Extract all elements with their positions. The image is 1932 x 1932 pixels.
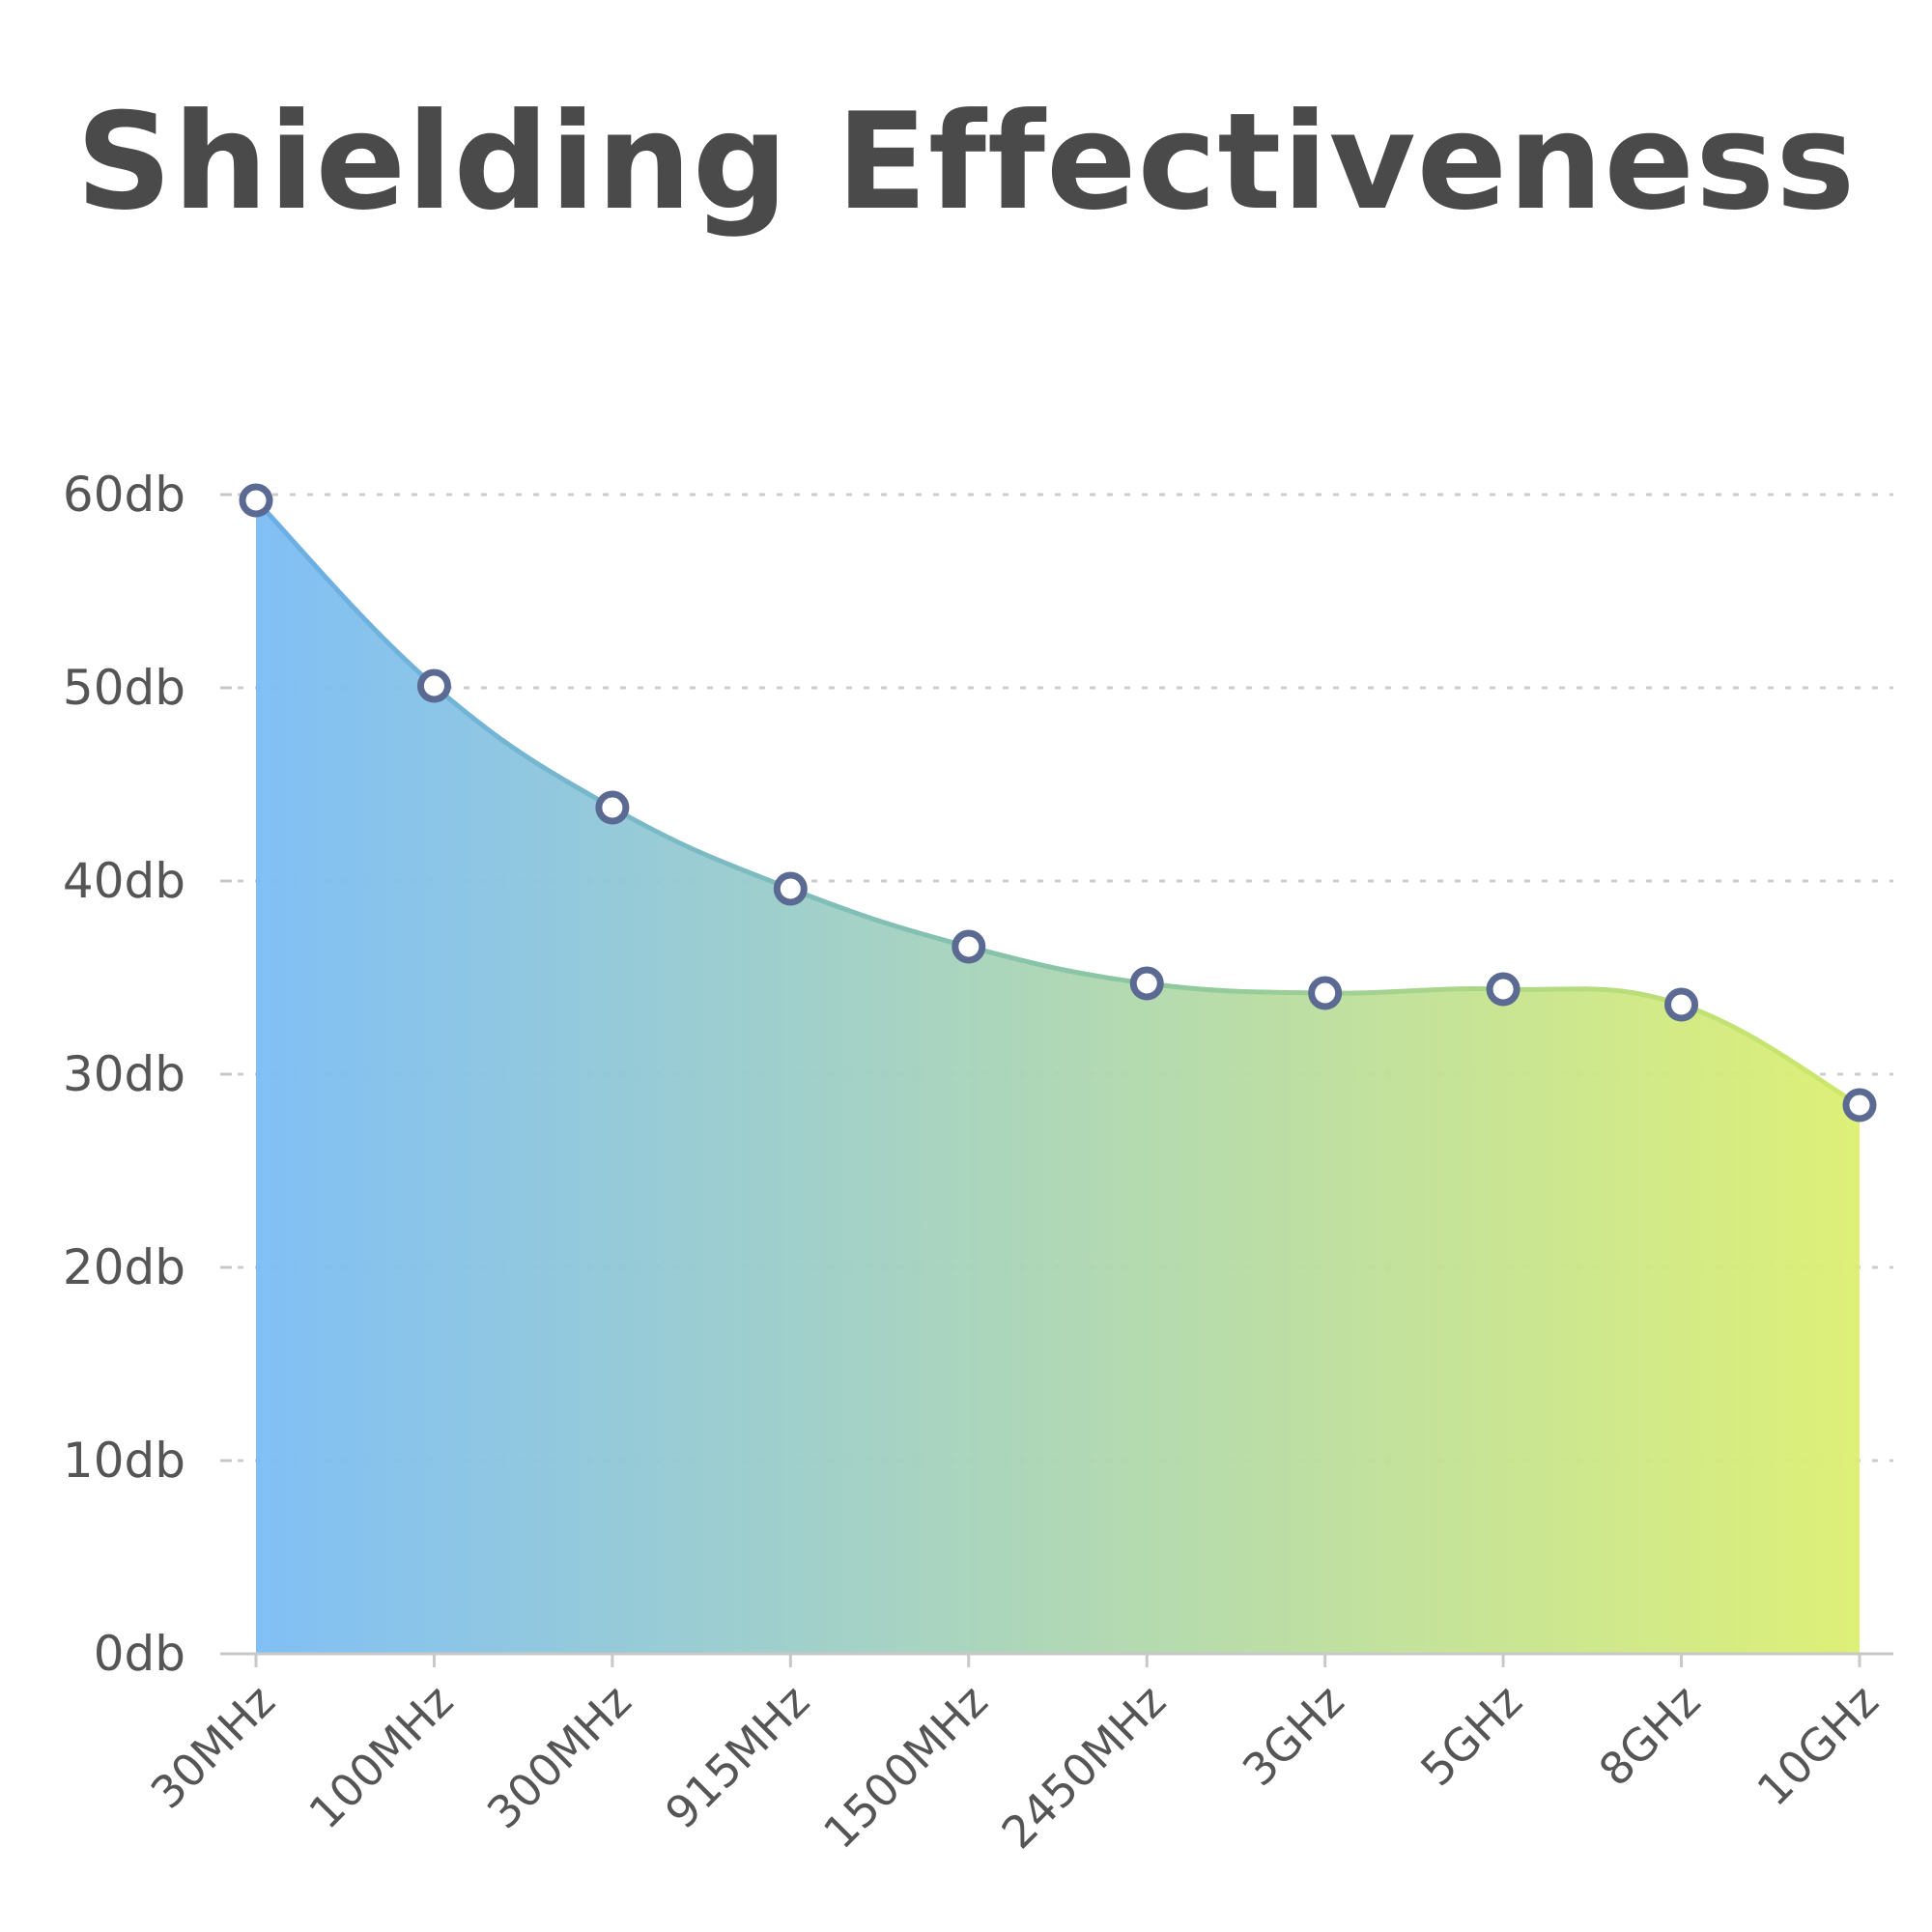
data-point: [1486, 972, 1520, 1007]
y-tick-label: 10db: [63, 1433, 185, 1489]
chart-title: Shielding Effectiveness: [75, 84, 1857, 240]
y-tick-label: 20db: [63, 1239, 185, 1295]
y-tick-label: 40db: [63, 853, 185, 909]
x-tick-label: 1500MHz: [813, 1675, 998, 1860]
x-tick-label: 8GHz: [1589, 1675, 1711, 1797]
x-tick-label: 30MHz: [141, 1675, 285, 1819]
x-tick-label: 915MHz: [655, 1675, 819, 1839]
area-fill: [256, 500, 1860, 1654]
y-tick-label: 50db: [63, 660, 185, 716]
data-point: [773, 871, 808, 906]
y-tick-label: 30db: [63, 1046, 185, 1102]
data-point: [595, 790, 630, 825]
data-point: [239, 483, 273, 518]
data-point: [1664, 987, 1699, 1022]
data-point: [1129, 966, 1164, 1001]
y-axis-ticks: 0db 10db 20db 30db 40db 50db 60db: [63, 467, 232, 1682]
data-point: [1308, 976, 1343, 1010]
x-tick-label: 300MHz: [477, 1675, 641, 1839]
data-point: [1842, 1088, 1877, 1122]
y-tick-label: 0db: [94, 1626, 185, 1682]
data-point: [952, 929, 986, 964]
area-series: [254, 498, 1861, 1654]
x-tick-label: 2450MHz: [991, 1675, 1176, 1860]
data-point: [416, 668, 451, 703]
x-tick-label: 10GHz: [1747, 1675, 1888, 1816]
x-tick-label: 5GHz: [1410, 1675, 1532, 1797]
x-tick-label: 100MHz: [298, 1675, 463, 1839]
x-tick-label: 3GHz: [1233, 1675, 1354, 1797]
series-line: [254, 498, 1861, 1108]
data-points: [239, 483, 1877, 1122]
y-tick-label: 60db: [63, 467, 185, 523]
